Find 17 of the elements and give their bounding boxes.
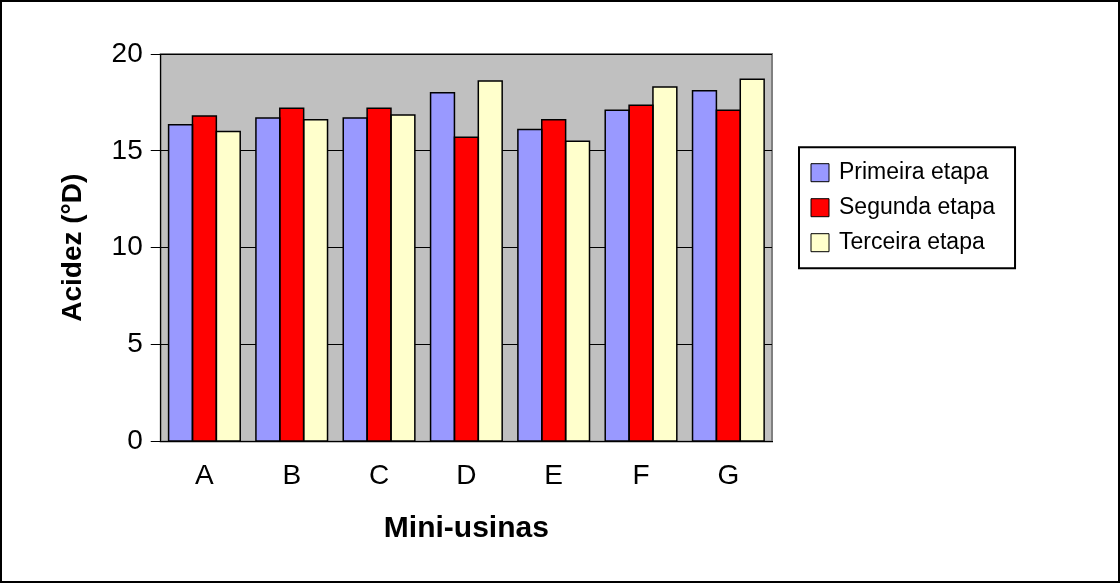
x-tick-label: E (544, 458, 564, 490)
y-tick-label: 20 (111, 36, 143, 68)
y-tick-label: 10 (111, 230, 143, 262)
legend-label: Primeira etapa (839, 158, 989, 185)
x-tick-label: A (195, 458, 215, 490)
legend-label: Terceira etapa (839, 228, 985, 255)
x-tick-label: D (456, 458, 477, 490)
x-tick-label: F (632, 458, 650, 490)
y-tick-label: 5 (127, 327, 143, 359)
y-axis-title: Acidez (°D) (55, 173, 87, 322)
x-tick-label: G (717, 458, 740, 490)
y-tick-label: 0 (127, 424, 143, 456)
y-tick-label: 15 (111, 133, 143, 165)
x-tick-label: C (368, 458, 390, 490)
x-tick-label: B (282, 458, 302, 490)
x-axis-title: Mini-usinas (383, 510, 549, 544)
legend-label: Segunda etapa (839, 193, 996, 220)
